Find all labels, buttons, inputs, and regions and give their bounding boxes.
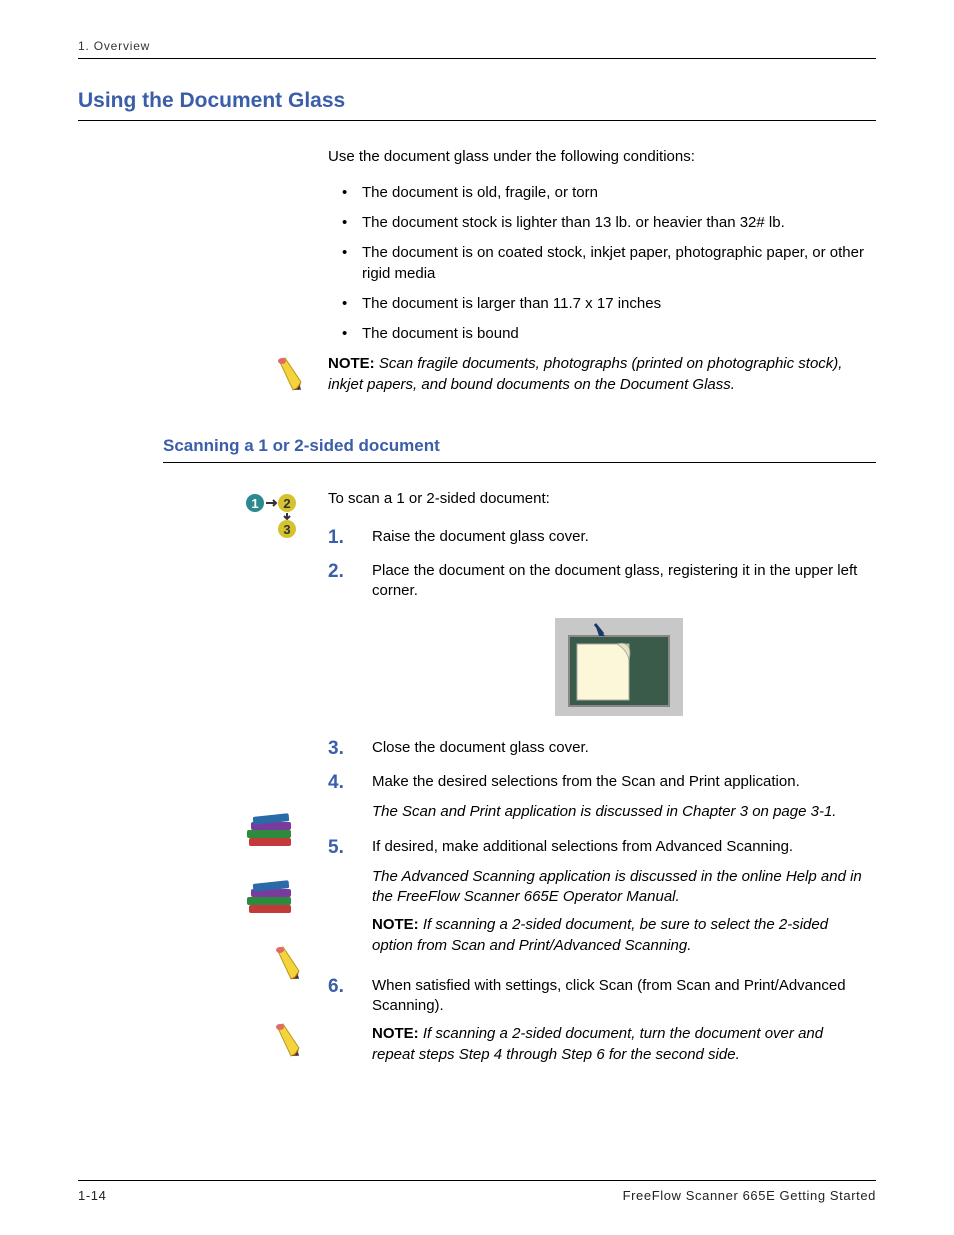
note-label: NOTE: bbox=[372, 1025, 423, 1042]
step-text: Make the desired selections from the Sca… bbox=[372, 773, 800, 790]
step-reference: The Scan and Print application is discus… bbox=[372, 802, 866, 822]
step-number: 6. bbox=[328, 974, 344, 1000]
conditions-list: The document is old, fragile, or torn Th… bbox=[328, 183, 866, 345]
list-item: The document is bound bbox=[328, 324, 866, 344]
page-title: Using the Document Glass bbox=[78, 87, 876, 120]
step-text: Place the document on the document glass… bbox=[372, 562, 857, 599]
step-item: 1. Raise the document glass cover. bbox=[328, 527, 866, 547]
steps-intro: To scan a 1 or 2-sided document: bbox=[328, 489, 866, 509]
step-item: 5. If desired, make additional selection… bbox=[328, 837, 866, 956]
page-footer: 1-14 FreeFlow Scanner 665E Getting Start… bbox=[78, 1180, 876, 1205]
svg-text:2: 2 bbox=[283, 496, 290, 511]
step-text: Raise the document glass cover. bbox=[372, 528, 589, 545]
section-heading: Scanning a 1 or 2-sided document bbox=[163, 435, 876, 463]
step-text: Close the document glass cover. bbox=[372, 739, 589, 756]
pencil-icon bbox=[271, 945, 303, 987]
list-item: The document is larger than 11.7 x 17 in… bbox=[328, 294, 866, 314]
steps-list: 1. Raise the document glass cover. 2. Pl… bbox=[328, 527, 866, 1065]
scanner-glass-figure bbox=[555, 618, 683, 722]
books-icon bbox=[243, 879, 297, 925]
list-item: The document stock is lighter than 13 lb… bbox=[328, 213, 866, 233]
footer-title: FreeFlow Scanner 665E Getting Started bbox=[623, 1187, 876, 1205]
note-text: If scanning a 2-sided document, turn the… bbox=[372, 1025, 823, 1062]
note-text: If scanning a 2-sided document, be sure … bbox=[372, 916, 828, 953]
page-number: 1-14 bbox=[78, 1187, 106, 1205]
step-reference: The Advanced Scanning application is dis… bbox=[372, 867, 866, 908]
step-item: 6. When satisfied with settings, click S… bbox=[328, 976, 866, 1065]
step-number: 4. bbox=[328, 770, 344, 796]
books-icon bbox=[243, 812, 297, 858]
svg-text:1: 1 bbox=[251, 496, 258, 511]
pencil-icon bbox=[271, 1022, 303, 1064]
intro-text: Use the document glass under the followi… bbox=[328, 147, 866, 167]
list-item: The document is on coated stock, inkjet … bbox=[328, 243, 866, 284]
pencil-icon bbox=[273, 356, 305, 398]
step-item: 4. Make the desired selections from the … bbox=[328, 772, 866, 823]
step-text: If desired, make additional selections f… bbox=[372, 838, 793, 855]
steps-123-icon: 1 2 3 bbox=[243, 489, 303, 545]
step-number: 3. bbox=[328, 736, 344, 762]
note-block: NOTE: Scan fragile documents, photograph… bbox=[328, 354, 866, 395]
svg-text:3: 3 bbox=[283, 522, 290, 537]
step-number: 2. bbox=[328, 559, 344, 585]
step-number: 1. bbox=[328, 525, 344, 551]
note-label: NOTE: bbox=[328, 355, 379, 372]
step-number: 5. bbox=[328, 835, 344, 861]
list-item: The document is old, fragile, or torn bbox=[328, 183, 866, 203]
note-label: NOTE: bbox=[372, 916, 423, 933]
step-text: When satisfied with settings, click Scan… bbox=[372, 977, 846, 1014]
step-item: 3. Close the document glass cover. bbox=[328, 738, 866, 758]
chapter-header: 1. Overview bbox=[78, 38, 876, 59]
note-text: Scan fragile documents, photographs (pri… bbox=[328, 355, 842, 392]
step-item: 2. Place the document on the document gl… bbox=[328, 561, 866, 722]
